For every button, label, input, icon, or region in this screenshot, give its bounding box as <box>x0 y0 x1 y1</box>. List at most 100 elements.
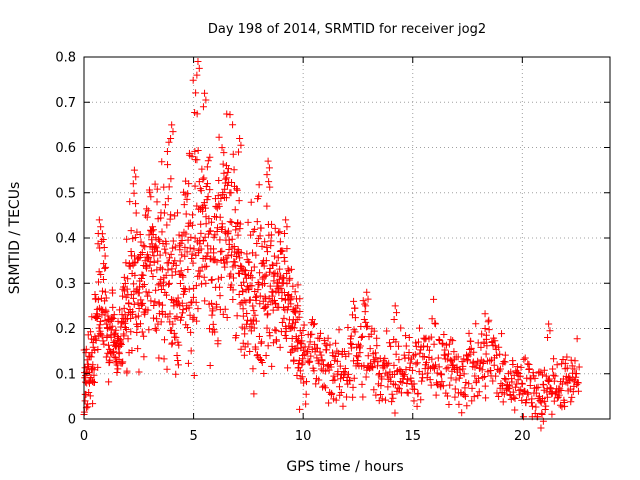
data-point <box>182 230 190 238</box>
data-point <box>299 355 307 363</box>
data-point <box>120 332 128 340</box>
data-point <box>184 359 192 367</box>
data-point <box>573 335 581 343</box>
data-point <box>211 328 219 336</box>
data-point <box>225 240 233 248</box>
data-point <box>120 283 128 291</box>
data-point <box>313 354 321 362</box>
data-point <box>193 202 201 210</box>
data-point <box>331 353 339 361</box>
data-point <box>226 111 234 119</box>
data-point <box>515 391 523 399</box>
data-point <box>320 336 328 344</box>
data-point <box>264 342 272 350</box>
data-point <box>478 330 486 338</box>
data-point <box>314 344 322 352</box>
data-point <box>160 355 168 363</box>
data-point <box>239 305 247 313</box>
data-point <box>449 362 457 370</box>
data-point <box>122 315 130 323</box>
data-point <box>295 313 303 321</box>
data-point <box>544 334 552 342</box>
data-point <box>123 285 131 293</box>
data-point <box>267 231 275 239</box>
data-point <box>94 345 102 353</box>
data-point <box>124 275 132 283</box>
data-point <box>265 178 273 186</box>
data-point <box>356 349 364 357</box>
data-point <box>206 361 214 369</box>
data-point <box>121 319 129 327</box>
data-point <box>362 318 370 326</box>
data-point <box>158 228 166 236</box>
data-point <box>444 392 452 400</box>
data-point <box>148 236 156 244</box>
data-point <box>155 300 163 308</box>
data-point <box>227 251 235 259</box>
data-point <box>396 365 404 373</box>
data-point <box>563 364 571 372</box>
data-point <box>521 354 529 362</box>
data-point <box>85 379 93 387</box>
data-point <box>500 390 508 398</box>
data-point <box>147 297 155 305</box>
data-point <box>190 372 198 380</box>
data-point <box>490 361 498 369</box>
data-point <box>161 336 169 344</box>
data-point <box>405 334 413 342</box>
data-point <box>181 243 189 251</box>
data-point <box>517 386 525 394</box>
data-point <box>537 399 545 407</box>
data-point <box>353 352 361 360</box>
data-point <box>175 231 183 239</box>
data-point <box>136 230 144 238</box>
data-point <box>302 400 310 408</box>
data-point <box>431 361 439 369</box>
data-point <box>524 390 532 398</box>
data-point <box>169 128 177 136</box>
data-point <box>250 263 258 271</box>
data-point <box>252 317 260 325</box>
data-point <box>246 347 254 355</box>
data-point <box>146 257 154 265</box>
data-point <box>263 243 271 251</box>
data-point <box>205 325 213 333</box>
data-point <box>105 378 113 386</box>
y-tick-label: 0.8 <box>55 51 76 66</box>
data-point <box>177 316 185 324</box>
data-point <box>366 345 374 353</box>
data-point <box>358 332 366 340</box>
data-point <box>502 376 510 384</box>
data-point <box>236 300 244 308</box>
data-point <box>248 267 256 275</box>
data-point <box>137 238 145 246</box>
data-point <box>130 252 138 260</box>
data-point <box>202 204 210 212</box>
data-point <box>194 58 202 66</box>
data-point <box>103 332 111 340</box>
data-point <box>260 262 268 270</box>
data-point <box>172 261 180 269</box>
data-point <box>186 311 194 319</box>
data-point <box>162 271 170 279</box>
data-point <box>247 327 255 335</box>
data-point <box>195 178 203 186</box>
data-point <box>86 392 94 400</box>
data-point <box>454 353 462 361</box>
data-point <box>273 337 281 345</box>
data-point <box>149 226 157 234</box>
data-point <box>251 311 259 319</box>
data-point <box>368 362 376 370</box>
data-point <box>201 233 209 241</box>
data-point <box>91 378 99 386</box>
data-point <box>100 243 108 251</box>
data-point <box>549 365 557 373</box>
data-point <box>229 150 237 158</box>
data-point <box>150 302 158 310</box>
data-point <box>137 275 145 283</box>
data-point <box>550 397 558 405</box>
data-point <box>387 342 395 350</box>
data-point <box>188 255 196 263</box>
data-point <box>189 211 197 219</box>
data-point <box>384 383 392 391</box>
